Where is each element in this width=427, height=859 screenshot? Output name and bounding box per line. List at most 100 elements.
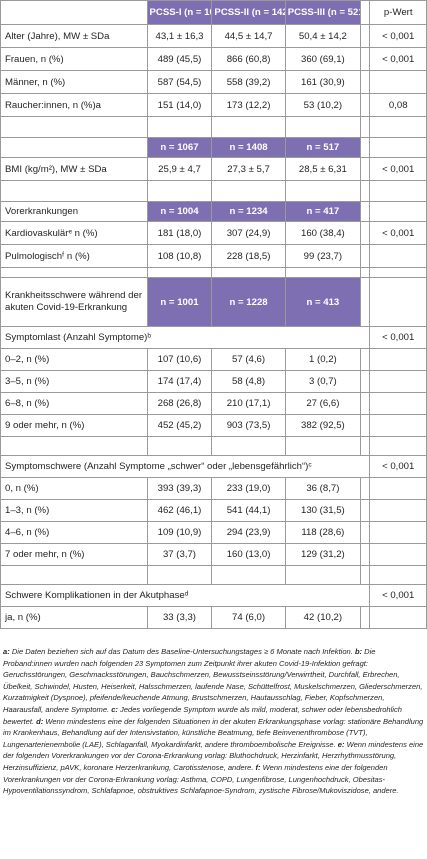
group-n: n = 1234	[211, 201, 286, 222]
characteristics-table: PCSS-I (n = 1076) PCSS-II (n = 1424) PCS…	[0, 0, 427, 629]
cell-value: 866 (60,8)	[211, 47, 286, 71]
section-row: Symptomschwere (Anzahl Symptome „schwer“…	[0, 455, 427, 478]
cell-value: 174 (17,4)	[146, 370, 213, 393]
footnote-text: Wenn mindestens eine der folgenden Situa…	[3, 716, 424, 749]
p-value: 0,08	[369, 93, 427, 117]
cell-value: 42 (10,2)	[284, 606, 362, 629]
table-row: Pulmologischᶠ n (%) 108 (10,8) 228 (18,5…	[0, 244, 427, 268]
row-label: Frauen, n (%)	[0, 47, 148, 71]
spacer-row	[0, 180, 427, 202]
row-label: 0, n (%)	[0, 477, 148, 500]
column-header-pcss-1: PCSS-I (n = 1076)	[146, 0, 213, 25]
table-row: 7 oder mehr, n (%) 37 (3,7) 160 (13,0) 1…	[0, 543, 427, 566]
cell-value: 294 (23,9)	[211, 521, 286, 544]
row-label: 4–6, n (%)	[0, 521, 148, 544]
p-value: < 0,001	[369, 221, 427, 245]
row-label: ja, n (%)	[0, 606, 148, 629]
table-row: 3–5, n (%) 174 (17,4) 58 (4,8) 3 (0,7)	[0, 370, 427, 393]
row-label: BMI (kg/m²), MW ± SDa	[0, 157, 148, 181]
cell-value: 360 (69,1)	[284, 47, 362, 71]
row-label: 3–5, n (%)	[0, 370, 148, 393]
group-header-row: n = 1067 n = 1408 n = 517	[0, 137, 427, 158]
cell-value: 33 (3,3)	[146, 606, 213, 629]
table-row: 4–6, n (%) 109 (10,9) 294 (23,9) 118 (28…	[0, 521, 427, 544]
cell-value: 37 (3,7)	[146, 543, 213, 566]
section-label: Schwere Komplikationen in der Akutphaseᵈ	[0, 584, 371, 607]
cell-value: 58 (4,8)	[211, 370, 286, 393]
cell-value: 587 (54,5)	[146, 70, 213, 94]
cell-value: 107 (10,6)	[146, 348, 213, 371]
cell-value: 27 (6,6)	[284, 392, 362, 415]
cell-value: 118 (28,6)	[284, 521, 362, 544]
section-row: Schwere Komplikationen in der Akutphaseᵈ…	[0, 584, 427, 607]
group-header-row: Vorerkrankungen n = 1004 n = 1234 n = 41…	[0, 201, 427, 222]
footnote-text: Wenn mindestens eine der folgenden Vorer…	[3, 739, 424, 772]
table-row: Männer, n (%) 587 (54,5) 558 (39,2) 161 …	[0, 70, 427, 94]
p-value	[369, 244, 427, 268]
section-label: Vorerkrankungen	[0, 201, 148, 222]
table-row: 1–3, n (%) 462 (46,1) 541 (44,1) 130 (31…	[0, 499, 427, 522]
group-n: n = 1004	[146, 201, 213, 222]
cell-value: 99 (23,7)	[284, 244, 362, 268]
cell-value: 228 (18,5)	[211, 244, 286, 268]
cell-value: 181 (18,0)	[146, 221, 213, 245]
column-header-pvalue: p-Wert	[369, 0, 427, 25]
p-value	[369, 70, 427, 94]
spacer-row	[0, 436, 427, 456]
group-n: n = 1408	[211, 137, 286, 158]
footnote-key: d:	[36, 716, 44, 726]
footnote-text: Die Proband:innen wurden nach folgenden …	[3, 647, 423, 714]
group-n: n = 517	[284, 137, 362, 158]
row-label: 0–2, n (%)	[0, 348, 148, 371]
cell-value: 393 (39,3)	[146, 477, 213, 500]
row-label: Pulmologischᶠ n (%)	[0, 244, 148, 268]
cell-value: 233 (19,0)	[211, 477, 286, 500]
cell-value: 53 (10,2)	[284, 93, 362, 117]
section-row: Symptomlast (Anzahl Symptome)ᵇ < 0,001	[0, 326, 427, 349]
cell-value: 541 (44,1)	[211, 499, 286, 522]
cell-value: 268 (26,8)	[146, 392, 213, 415]
table-row: 9 oder mehr, n (%) 452 (45,2) 903 (73,5)…	[0, 414, 427, 437]
footnote-text: Die Daten beziehen sich auf das Datum de…	[9, 647, 355, 656]
spacer-row	[0, 116, 427, 138]
row-label: 6–8, n (%)	[0, 392, 148, 415]
cell-value: 489 (45,5)	[146, 47, 213, 71]
footnote-key: f:	[255, 762, 261, 772]
p-value: < 0,001	[369, 584, 427, 607]
cell-value: 151 (14,0)	[146, 93, 213, 117]
cell-value: 44,5 ± 14,7	[211, 24, 286, 48]
cell-value: 28,5 ± 6,31	[284, 157, 362, 181]
cell-value: 1 (0,2)	[284, 348, 362, 371]
p-value: < 0,001	[369, 24, 427, 48]
table-row: BMI (kg/m²), MW ± SDa 25,9 ± 4,7 27,3 ± …	[0, 157, 427, 181]
group-header-row: Krankheitsschwere während der akuten Cov…	[0, 277, 427, 327]
cell-value: 462 (46,1)	[146, 499, 213, 522]
cell-value: 130 (31,5)	[284, 499, 362, 522]
cell-value: 903 (73,5)	[211, 414, 286, 437]
cell-value: 108 (10,8)	[146, 244, 213, 268]
cell-value: 36 (8,7)	[284, 477, 362, 500]
section-label: Krankheitsschwere während der akuten Cov…	[0, 277, 148, 327]
footnote-text: Jedes vorliegende Symptom wurde als mild…	[3, 704, 402, 726]
row-label: Alter (Jahre), MW ± SDa	[0, 24, 148, 48]
cell-value: 558 (39,2)	[211, 70, 286, 94]
group-n: n = 417	[284, 201, 362, 222]
section-label: Symptomlast (Anzahl Symptome)ᵇ	[0, 326, 371, 349]
p-value: < 0,001	[369, 157, 427, 181]
section-label: Symptomschwere (Anzahl Symptome „schwer“…	[0, 455, 371, 478]
group-n: n = 413	[284, 277, 362, 327]
cell-value: 173 (12,2)	[211, 93, 286, 117]
footnote-key: b:	[354, 647, 363, 656]
row-label: 7 oder mehr, n (%)	[0, 543, 148, 566]
table-row: 6–8, n (%) 268 (26,8) 210 (17,1) 27 (6,6…	[0, 392, 427, 415]
p-value: < 0,001	[369, 326, 427, 349]
cell-value: 160 (13,0)	[211, 543, 286, 566]
row-label: Raucher:innen, n (%)a	[0, 93, 148, 117]
cell-value: 57 (4,6)	[211, 348, 286, 371]
table-row: Alter (Jahre), MW ± SDa 43,1 ± 16,3 44,5…	[0, 24, 427, 48]
cell-value: 74 (6,0)	[211, 606, 286, 629]
row-label: Männer, n (%)	[0, 70, 148, 94]
spacer-row	[0, 267, 427, 278]
row-label: 1–3, n (%)	[0, 499, 148, 522]
